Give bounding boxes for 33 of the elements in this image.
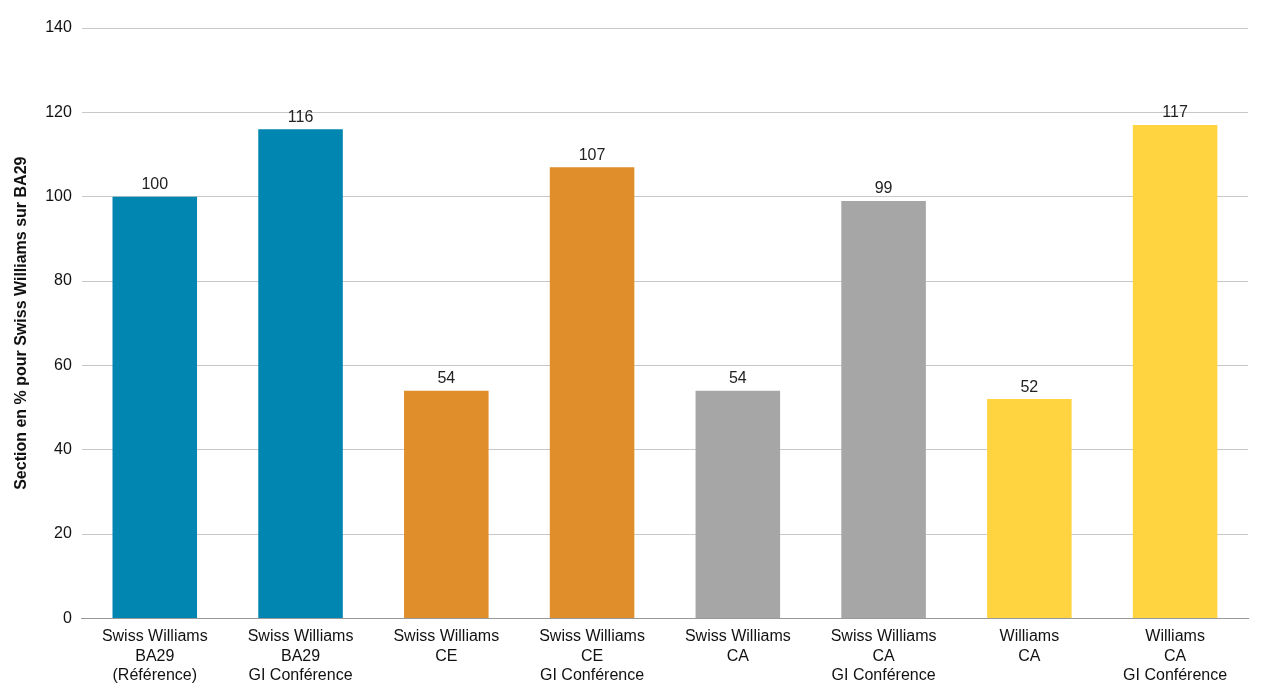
data-label: 52 <box>1020 377 1039 395</box>
x-tick-label: Swiss Williams BA29 GI Conférence <box>247 627 354 683</box>
y-tick-label: 60 <box>54 355 72 373</box>
data-label: 99 <box>874 179 893 197</box>
data-label: 107 <box>578 145 606 163</box>
data-label: 116 <box>287 107 314 125</box>
data-label: 54 <box>728 369 747 387</box>
bar <box>112 196 198 618</box>
x-tick-label: Williams CA <box>999 627 1060 664</box>
bar <box>258 129 343 618</box>
x-tick-label: Williams CA GI Conférence <box>1123 627 1228 683</box>
x-tick-label: Swiss Williams CA GI Conférence <box>830 627 937 683</box>
bar <box>404 390 489 618</box>
data-label: 117 <box>1162 103 1188 121</box>
x-tick-label: Swiss Williams BA29 (Référence) <box>101 627 208 683</box>
data-label: 100 <box>141 175 169 193</box>
y-tick-label: 100 <box>45 187 72 205</box>
data-label: 54 <box>437 369 456 387</box>
y-axis-title: Section en % pour Swiss Williams sur BA29 <box>12 156 30 490</box>
y-tick-label: 0 <box>62 608 72 626</box>
y-tick-label: 80 <box>54 271 72 289</box>
bar <box>1132 124 1218 618</box>
bar <box>549 167 635 618</box>
x-tick-label: Swiss Williams CA <box>684 627 791 664</box>
y-tick-label: 40 <box>54 440 72 458</box>
x-tick-label: Swiss Williams CE <box>393 627 500 664</box>
x-tick-label: Swiss Williams CE GI Conférence <box>539 627 645 683</box>
bar <box>841 200 926 618</box>
y-tick-label: 120 <box>45 102 72 120</box>
y-tick-label: 20 <box>54 524 72 542</box>
y-tick-label: 140 <box>45 18 72 36</box>
bar <box>987 399 1072 618</box>
bar <box>695 390 781 618</box>
